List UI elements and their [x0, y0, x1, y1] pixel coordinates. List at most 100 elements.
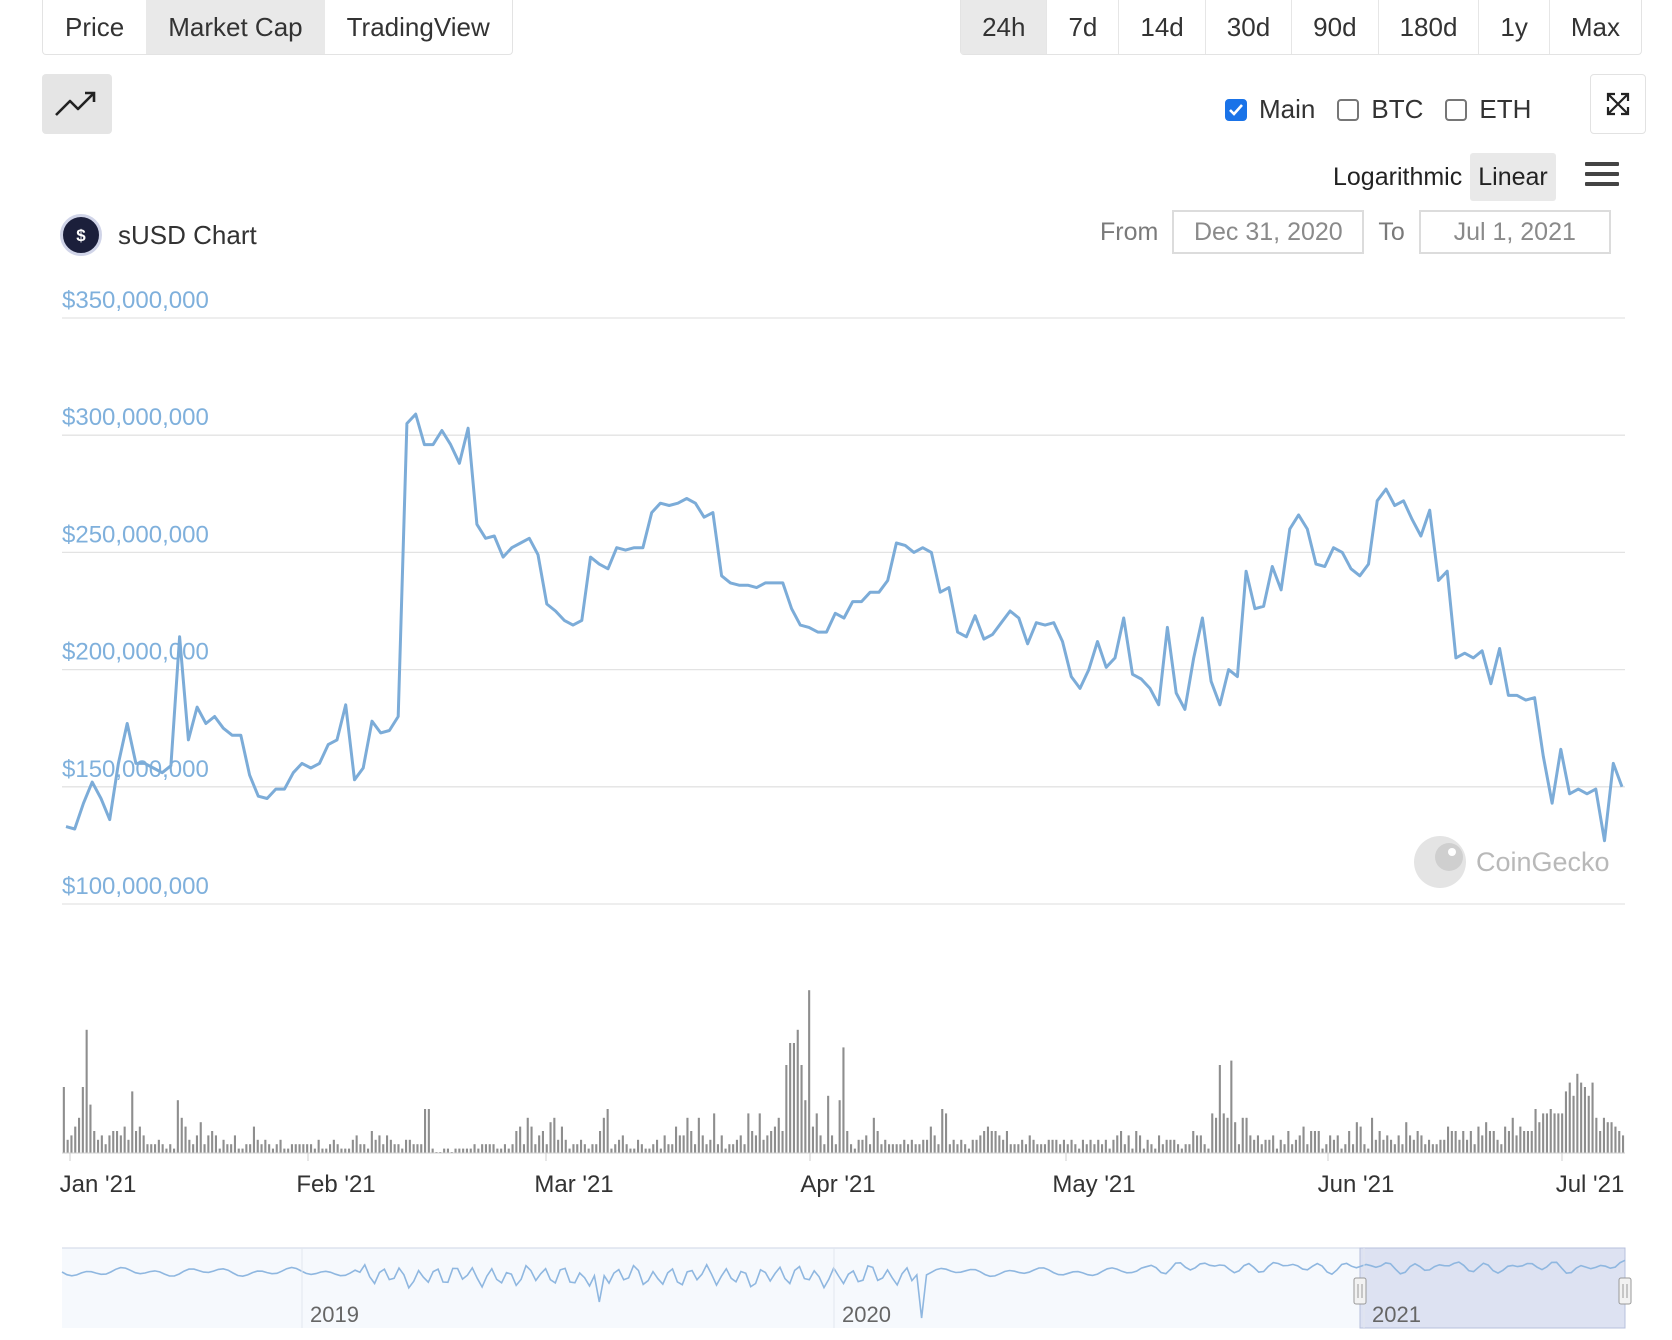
volume-bar	[686, 1117, 689, 1153]
volume-bar	[637, 1139, 640, 1153]
volume-bar	[374, 1139, 377, 1153]
volume-bar	[1473, 1144, 1476, 1153]
volume-bar	[929, 1126, 932, 1153]
volume-bar	[1523, 1131, 1526, 1153]
line-chart-toggle-button[interactable]	[42, 74, 112, 134]
y-tick-label: $150,000,000	[62, 756, 209, 783]
x-axis-labels: Jan '21 Feb '21 Mar '21 Apr '21 May '21 Jun '…	[60, 1153, 1624, 1198]
scale-linear[interactable]: Linear	[1470, 153, 1556, 201]
tab-market-cap[interactable]: Market Cap	[146, 0, 325, 54]
volume-bar	[838, 1100, 841, 1153]
range-30d[interactable]: 30d	[1204, 0, 1291, 54]
scale-logarithmic[interactable]: Logarithmic	[1333, 162, 1463, 191]
volume-bar	[1313, 1131, 1316, 1153]
range-24h[interactable]: 24h	[961, 0, 1047, 54]
volume-bar	[1158, 1135, 1161, 1153]
hamburger-menu-icon[interactable]	[1583, 160, 1621, 190]
watermark-text: CoinGecko	[1476, 847, 1610, 877]
toggle-main[interactable]: Main	[1225, 94, 1315, 125]
volume-bar	[888, 1144, 891, 1153]
volume-bar	[587, 1148, 590, 1153]
volume-bar	[469, 1148, 472, 1153]
volume-bar	[199, 1122, 202, 1153]
volume-bar	[1519, 1126, 1522, 1153]
volume-bar	[530, 1126, 533, 1153]
navigator-left-handle[interactable]	[1353, 1277, 1367, 1305]
range-180d[interactable]: 180d	[1377, 0, 1479, 54]
volume-bar	[66, 1139, 69, 1153]
navigator[interactable]: 2019 2020 2021	[61, 1247, 1632, 1329]
volume-bar	[450, 1152, 453, 1153]
volume-bar	[271, 1148, 274, 1153]
volume-bar	[975, 1139, 978, 1153]
volume-bar	[1622, 1135, 1625, 1153]
fullscreen-button[interactable]	[1590, 74, 1646, 134]
volume-bar	[188, 1139, 191, 1153]
volume-bar	[716, 1144, 719, 1153]
volume-bar	[735, 1139, 738, 1153]
volume-bar	[541, 1131, 544, 1153]
volume-bar	[682, 1135, 685, 1153]
volume-bar	[1142, 1148, 1145, 1153]
volume-bar	[283, 1148, 286, 1153]
volume-bar	[633, 1148, 636, 1153]
range-max[interactable]: Max	[1548, 0, 1641, 54]
volume-bar	[317, 1139, 320, 1153]
volume-bar	[169, 1144, 172, 1153]
volume-bar	[62, 1087, 65, 1153]
checkbox-btc[interactable]	[1337, 98, 1360, 121]
range-7d[interactable]: 7d	[1046, 0, 1118, 54]
volume-bar	[1466, 1139, 1469, 1153]
time-range-selector: 24h 7d 14d 30d 90d 180d 1y Max	[960, 0, 1642, 55]
series-toggles: Main BTC ETH	[1225, 94, 1553, 125]
volume-bar	[336, 1144, 339, 1153]
volume-bar	[526, 1117, 529, 1153]
checkbox-main[interactable]	[1225, 98, 1247, 121]
from-date-input[interactable]: Dec 31, 2020	[1172, 210, 1365, 254]
tab-tradingview[interactable]: TradingView	[346, 11, 490, 42]
volume-bar	[462, 1148, 465, 1153]
volume-bar	[777, 1117, 780, 1153]
volume-bar	[1017, 1144, 1020, 1153]
volume-bar	[446, 1148, 449, 1153]
volume-bar	[1002, 1139, 1005, 1153]
volume-bar	[1093, 1144, 1096, 1153]
volume-bar	[1580, 1082, 1583, 1153]
volume-bar	[211, 1131, 214, 1153]
volume-bar	[1526, 1131, 1529, 1153]
volume-bar	[192, 1144, 195, 1153]
range-14d[interactable]: 14d	[1118, 0, 1204, 54]
volume-bar	[964, 1144, 967, 1153]
volume-bar	[621, 1135, 624, 1153]
volume-bar	[1146, 1139, 1149, 1153]
volume-bar	[1602, 1117, 1605, 1153]
toggle-btc-label: BTC	[1371, 94, 1424, 124]
navigator-right-handle[interactable]	[1618, 1277, 1632, 1305]
volume-bar	[100, 1135, 103, 1153]
volume-bar	[142, 1135, 145, 1153]
volume-bar	[1249, 1135, 1252, 1153]
volume-bar	[1169, 1139, 1172, 1153]
volume-bar	[1371, 1117, 1374, 1153]
volume-bar	[591, 1144, 594, 1153]
toggle-eth[interactable]: ETH	[1445, 94, 1531, 125]
volume-bar	[1496, 1139, 1499, 1153]
volume-bar	[1443, 1139, 1446, 1153]
volume-bar	[823, 1144, 826, 1153]
tab-price[interactable]: Price	[65, 11, 125, 42]
range-1y[interactable]: 1y	[1478, 0, 1548, 54]
volume-bar	[933, 1135, 936, 1153]
volume-bar	[618, 1139, 621, 1153]
volume-bar	[367, 1148, 370, 1153]
volume-bar	[1222, 1113, 1225, 1153]
volume-bar	[560, 1126, 563, 1153]
volume-bar	[640, 1144, 643, 1153]
volume-bar	[1485, 1122, 1488, 1153]
toggle-btc[interactable]: BTC	[1337, 94, 1423, 125]
volume-bar	[70, 1135, 73, 1153]
navigator-selection[interactable]	[1359, 1247, 1626, 1329]
volume-bar	[937, 1144, 940, 1153]
to-date-input[interactable]: Jul 1, 2021	[1418, 210, 1611, 254]
checkbox-eth[interactable]	[1445, 98, 1468, 121]
range-90d[interactable]: 90d	[1291, 0, 1377, 54]
